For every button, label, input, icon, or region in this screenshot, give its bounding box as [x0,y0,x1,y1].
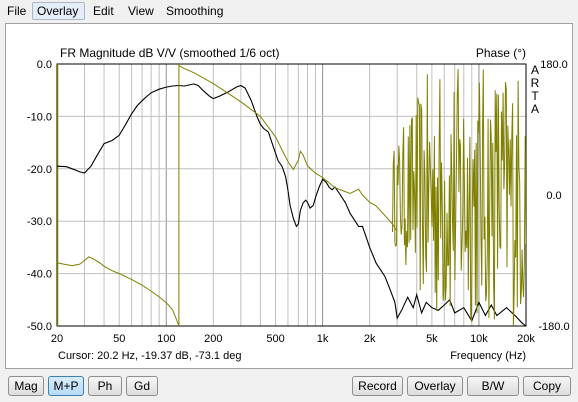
x-tick-label: 20 [51,333,63,345]
x-tick-label: 200 [204,333,222,345]
arta-letter: R [531,76,540,90]
black-white-button[interactable]: B/W [467,376,519,396]
y-tick-label: -50.0 [27,321,52,333]
x-tick-label: 5k [426,333,438,345]
y-tick-label: -20.0 [27,164,52,176]
x-tick-label: 10k [470,333,488,345]
plot-panel[interactable]: FR Magnitude dB V/V (smoothed 1/6 oct) Ph… [5,23,573,369]
x-tick-label: 50 [113,333,125,345]
y-tick-label: -10.0 [27,111,52,123]
x-tick-label: 2k [364,333,376,345]
arta-letter: T [531,89,539,103]
menu-item-file[interactable]: File [7,4,27,18]
overlay-button[interactable]: Overlay [407,376,463,396]
phase-button[interactable]: Ph [88,376,122,396]
menu-item-edit[interactable]: Edit [93,4,114,18]
y-tick-label: -40.0 [27,269,52,281]
chart-title: FR Magnitude dB V/V (smoothed 1/6 oct) [60,46,279,60]
mag-phase-button[interactable]: M+P [48,376,84,396]
mag-button[interactable]: Mag [8,376,44,396]
y2-tick-label: 180.0 [540,59,568,71]
x-axis-label: Frequency (Hz) [450,350,526,362]
menu-bar: File Overlay Edit View Smoothing [0,0,578,22]
y-tick-label: -30.0 [27,216,52,228]
menu-item-overlay[interactable]: Overlay [32,2,85,20]
x-tick-label: 1k [317,333,329,345]
magnitude-curve [57,83,526,326]
arta-letter: A [531,102,539,116]
menu-item-view[interactable]: View [128,4,154,18]
bottom-toolbar: Mag M+P Ph Gd Record Overlay B/W Copy [0,372,578,402]
phase-noise-curve [392,69,526,326]
x-tick-label: 500 [266,333,284,345]
group-delay-button[interactable]: Gd [126,376,158,396]
y2-tick-label: 0.0 [546,190,561,202]
y2-tick-label: -180.0 [538,321,569,333]
arta-letter: A [531,63,539,77]
phase-axis-title: Phase (°) [476,46,526,60]
frequency-response-chart[interactable]: FR Magnitude dB V/V (smoothed 1/6 oct) Ph… [6,24,572,368]
y-tick-label: 0.0 [37,59,52,71]
x-tick-label: 20k [517,333,535,345]
record-button[interactable]: Record [352,376,403,396]
phase-curve [57,64,398,326]
menu-item-smoothing[interactable]: Smoothing [166,4,224,18]
copy-button[interactable]: Copy [523,376,571,396]
x-tick-label: 100 [157,333,175,345]
cursor-readout: Cursor: 20.2 Hz, -19.37 dB, -73.1 deg [58,350,241,362]
